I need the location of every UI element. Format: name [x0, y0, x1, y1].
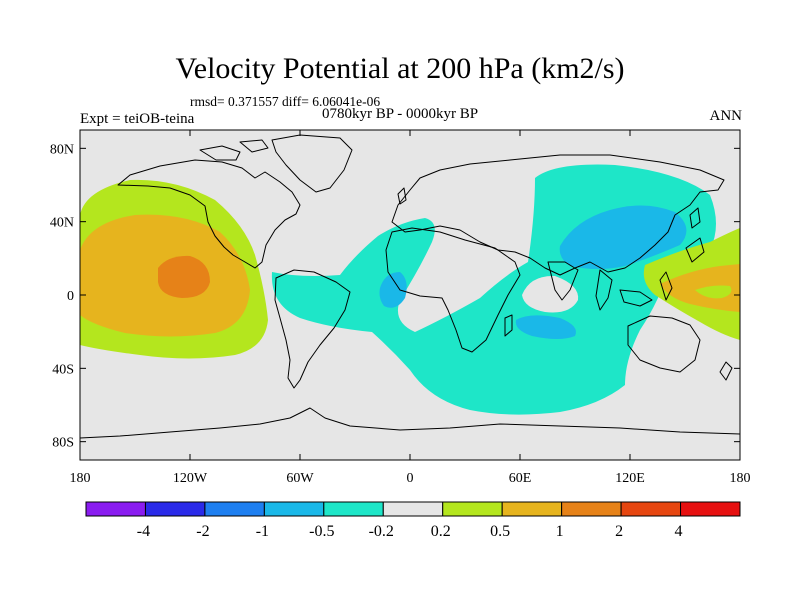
arctic-islands-coast	[199, 139, 269, 161]
colorbar-bin	[204, 501, 265, 517]
colorbar-labels: -4 -2 -1 -0.5 -0.2 0.2 0.5 1 2 4	[137, 523, 683, 540]
colorbar-level-label: -0.2	[369, 523, 394, 540]
colorbar-bin	[620, 501, 682, 517]
new-zealand-coast	[719, 361, 733, 381]
colorbar-bin	[263, 501, 325, 517]
africa-coast	[385, 227, 521, 353]
lon-tick-label: 120W	[173, 471, 208, 486]
colorbar-level-label: 0.2	[431, 523, 451, 540]
south-america-coast	[274, 269, 351, 389]
colorbar-level-label: 2	[615, 523, 623, 540]
lon-tick-label: 180	[730, 471, 751, 486]
colorbar-bin	[561, 501, 622, 517]
colorbar-level-label: 1	[556, 523, 564, 540]
western-pacific-core	[660, 264, 740, 312]
lon-tick-label: 120E	[615, 471, 645, 486]
colorbar-level-label: 0.5	[490, 523, 510, 540]
map-title: Velocity Potential at 200 hPa (km2/s)	[175, 52, 625, 85]
colorbar-bin	[85, 501, 146, 517]
colorbar-bin	[501, 501, 563, 517]
antarctica-coast	[80, 407, 740, 439]
australia-coast	[627, 315, 701, 373]
colorbar-bin	[144, 501, 206, 517]
lat-tick-label: 80N	[50, 142, 74, 157]
uk-coast	[397, 187, 407, 205]
colorbar-level-label: -4	[137, 523, 150, 540]
east-asia-minimum	[559, 205, 687, 269]
lat-tick-label: 80S	[52, 436, 74, 451]
arabian-sea-neutral-patch	[522, 275, 579, 313]
southeast-asia-coast	[595, 237, 705, 311]
colorbar-bin	[323, 501, 384, 517]
lon-tick-label: 60W	[286, 471, 314, 486]
india-coast	[547, 261, 579, 301]
colorbar-level-label: -0.5	[309, 523, 334, 540]
lat-tick-label: 40N	[50, 216, 74, 231]
lon-ticks: 180 120W 60W 0 60E 120E 180	[70, 130, 751, 486]
western-pacific-inner-patch	[695, 285, 732, 299]
colorbar-level-label: -1	[256, 523, 269, 540]
madagascar-coast	[504, 314, 513, 337]
period-label: 0780kyr BP - 0000kyr BP	[322, 106, 479, 122]
lon-tick-label: 180	[70, 471, 91, 486]
colorbar-bins	[85, 501, 741, 517]
colorbar-level-label: 4	[675, 523, 683, 540]
north-pacific-maximum	[158, 255, 210, 298]
colorbar-bin	[442, 501, 503, 517]
north-america-coast	[117, 159, 301, 269]
atlantic-minimum	[379, 272, 407, 308]
indian-ocean-minimum	[515, 315, 576, 339]
lat-tick-label: 0	[67, 289, 74, 304]
season-label: ANN	[709, 108, 743, 124]
lon-tick-label: 0	[407, 471, 414, 486]
japan-coast	[689, 207, 701, 229]
lat-ticks: 80N 40N 0 40S 80S	[50, 142, 740, 451]
coastlines	[80, 134, 740, 439]
experiment-label: Expt = teiOB-teina	[80, 111, 195, 127]
lon-tick-label: 60E	[509, 471, 532, 486]
colorbar-level-label: -2	[196, 523, 209, 540]
colorbar-bin	[382, 501, 444, 517]
stats-label: rmsd= 0.371557 diff= 6.06041e-06	[190, 94, 381, 109]
colorbar-bin	[680, 501, 741, 517]
greenland-coast	[271, 134, 353, 193]
contour-fill-layer	[80, 134, 740, 439]
lat-tick-label: 40S	[52, 362, 74, 377]
